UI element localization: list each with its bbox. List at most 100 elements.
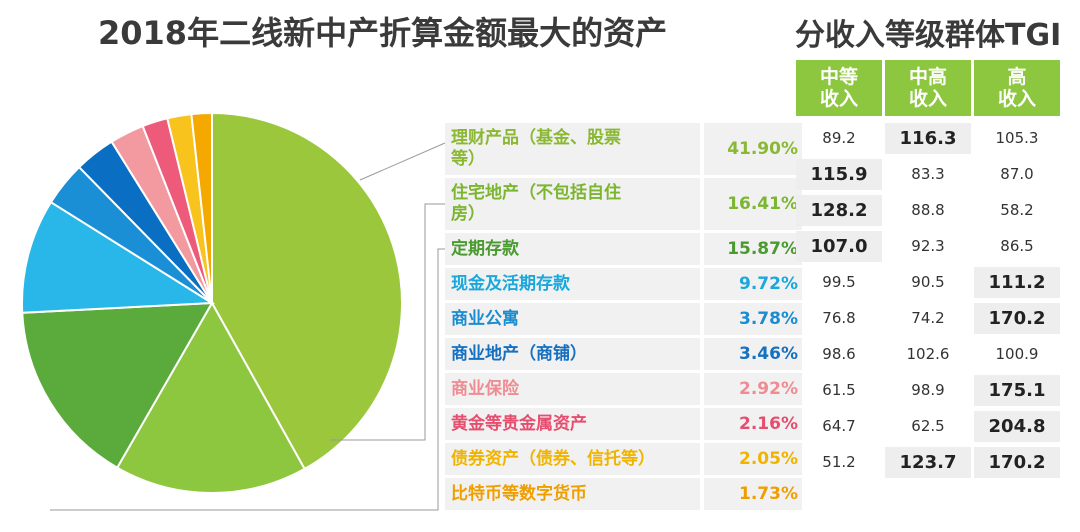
tgi-cell: 116.3 [885,122,971,154]
tgi-cell: 76.8 [822,308,856,327]
legend-percent: 41.90% [704,123,802,175]
tgi-cell: 98.9 [911,380,945,399]
legend-row: 住宅地产（不包括自住 房） 16.41% [445,178,805,230]
legend-label-line: 黄金等贵金属资产 [451,413,587,434]
tgi-header-text: 收入 [908,88,947,110]
tgi-cell: 88.8 [911,200,945,219]
tgi-header-cell: 中高 收入 [885,60,971,116]
legend-row: 商业公寓 3.78% [445,303,805,335]
tgi-cell: 98.6 [822,344,856,363]
tgi-cell: 128.2 [796,194,882,226]
legend-row: 定期存款 15.87% [445,233,805,265]
tgi-cell: 61.5 [822,380,856,399]
legend-label: 商业保险 [445,373,700,405]
tgi-header-text: 高 [1007,66,1027,88]
legend-label-line: 商业保险 [451,378,519,399]
legend-label-line: 理财产品（基金、股票 [451,128,621,148]
legend-label-line: 定期存款 [451,238,519,259]
tgi-row: 128.2 88.8 58.2 [796,192,1063,228]
legend-label: 现金及活期存款 [445,268,700,300]
legend-label-line: 商业公寓 [451,308,519,329]
legend-label: 商业公寓 [445,303,700,335]
legend-label-line: 现金及活期存款 [451,273,570,294]
tgi-cell: 64.7 [822,416,856,435]
tgi-cell: 102.6 [906,344,950,363]
legend-percent: 3.46% [704,338,802,370]
pie-chart-title: 2018年二线新中产折算金额最大的资产 [98,14,668,52]
tgi-row: 98.6 102.6 100.9 [796,336,1063,372]
legend-percent: 2.92% [704,373,802,405]
tgi-header-text: 中等 [819,66,858,88]
legend-label-line: 房） [451,204,485,224]
legend-row: 比特币等数字货币 1.73% [445,478,805,510]
legend-label: 定期存款 [445,233,700,265]
legend-label: 黄金等贵金属资产 [445,408,700,440]
tgi-header-text: 收入 [997,88,1036,110]
legend-percent: 9.72% [704,268,802,300]
leader-line [50,248,445,511]
tgi-table: 中等 收入 中高 收入高收入 89.2 116.3 105.3 115.9 83.3 87.0 1… [796,60,1063,480]
legend-row: 理财产品（基金、股票 等） 41.90% [445,123,805,175]
legend-label-line: 商业地产（商铺） [451,343,587,364]
tgi-cell: 107.0 [796,230,882,262]
pie-legend: 理财产品（基金、股票 等） 41.90% 住宅地产（不包括自住 房） 16.41% 定期存款… [445,123,805,513]
pie-slice [211,111,403,471]
tgi-cell: 62.5 [911,416,945,435]
tgi-cell: 175.1 [974,374,1060,406]
pie-slice [115,300,306,494]
legend-label-line: 比特币等数字货币 [451,483,587,504]
legend-label: 比特币等数字货币 [445,478,700,510]
tgi-body: 89.2 116.3 105.3 115.9 83.3 87.0 128.2 88.8 58.2… [796,120,1063,480]
legend-percent: 2.16% [704,408,802,440]
legend-percent: 2.05% [704,443,802,475]
tgi-cell: 100.9 [995,344,1039,363]
pie-slice [21,301,214,470]
tgi-row: 61.5 98.9 175.1 [796,372,1063,408]
tgi-cell: 115.9 [796,158,882,190]
pie-slice [190,111,213,304]
tgi-row: 115.9 83.3 87.0 [796,156,1063,192]
legend-row: 商业保险 2.92% [445,373,805,405]
legend-label-line: 住宅地产（不包括自住 [451,183,621,203]
legend-row: 黄金等贵金属资产 2.16% [445,408,805,440]
tgi-cell: 87.0 [1000,164,1034,183]
tgi-cell: 74.2 [911,308,945,327]
tgi-cell: 170.2 [974,302,1060,334]
tgi-row: 64.7 62.5 204.8 [796,408,1063,444]
tgi-cell: 170.2 [974,446,1060,478]
legend-row: 商业地产（商铺） 3.46% [445,338,805,370]
tgi-row: 99.5 90.5 111.2 [796,264,1063,300]
tgi-cell: 86.5 [1000,236,1034,255]
tgi-header-text: 收入 [819,88,858,110]
legend-percent: 15.87% [704,233,802,265]
tgi-cell: 204.8 [974,410,1060,442]
tgi-cell: 58.2 [1000,200,1034,219]
tgi-cell: 89.2 [822,128,856,147]
tgi-header-cell: 高收入 [974,60,1060,116]
legend-row: 现金及活期存款 9.72% [445,268,805,300]
tgi-cell: 83.3 [911,164,945,183]
leader-line [330,203,445,441]
tgi-cell: 111.2 [974,266,1060,298]
legend-label: 住宅地产（不包括自住 房） [445,178,700,230]
tgi-header-text: 中高 [908,66,947,88]
legend-label: 商业地产（商铺） [445,338,700,370]
legend-percent: 1.73% [704,478,802,510]
tgi-cell: 105.3 [995,128,1039,147]
legend-label: 理财产品（基金、股票 等） [445,123,700,175]
tgi-table-title: 分收入等级群体TGI [795,18,1062,53]
leader-line [359,142,446,181]
tgi-row: 107.0 92.3 86.5 [796,228,1063,264]
legend-label: 债券资产（债券、信托等） [445,443,700,475]
legend-percent: 16.41% [704,178,802,230]
tgi-cell: 99.5 [822,272,856,291]
legend-percent: 3.78% [704,303,802,335]
legend-label-line: 债券资产（债券、信托等） [451,448,655,469]
pie-slice [21,200,216,314]
tgi-cell: 90.5 [911,272,945,291]
tgi-cell: 51.2 [822,452,856,471]
tgi-row: 89.2 116.3 105.3 [796,120,1063,156]
tgi-header-cell: 中等 收入 [796,60,882,116]
tgi-cell: 92.3 [911,236,945,255]
